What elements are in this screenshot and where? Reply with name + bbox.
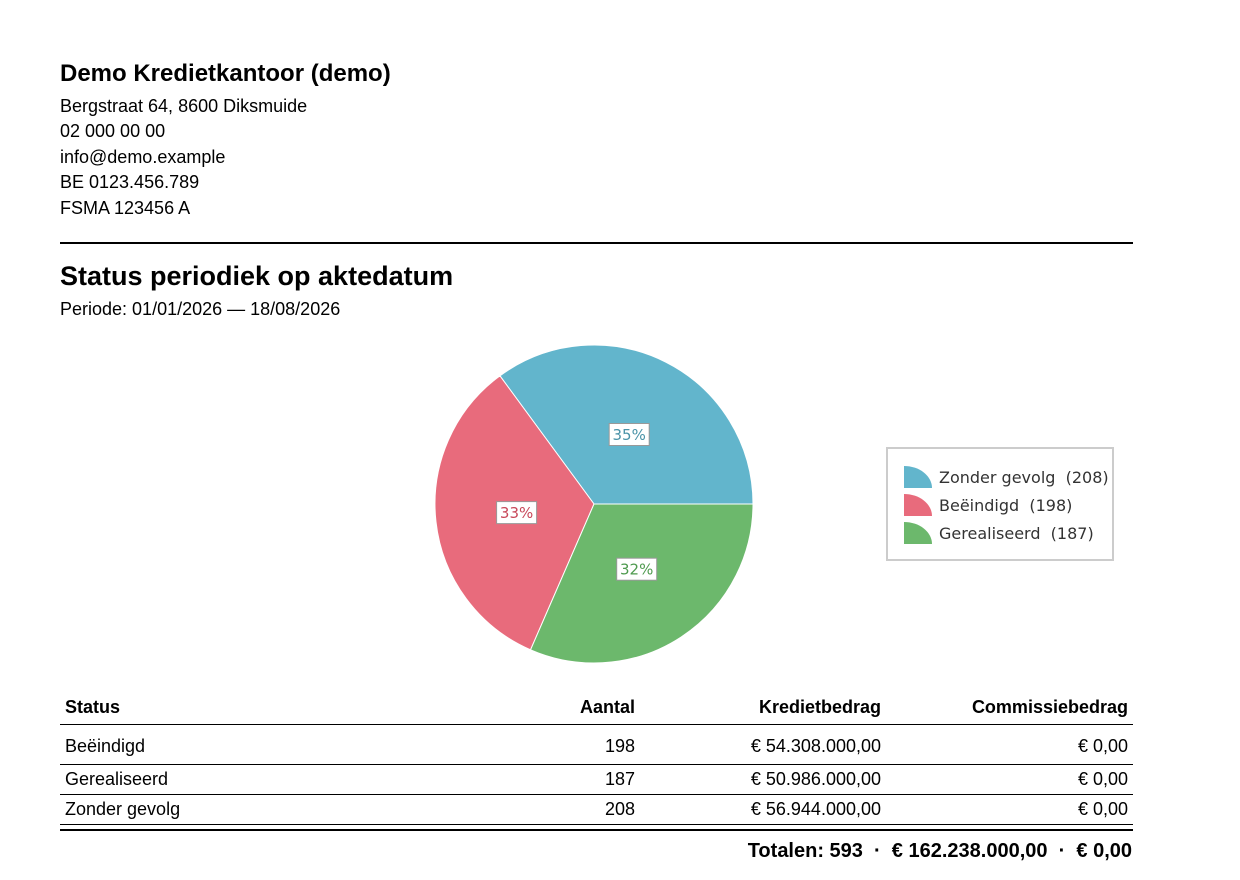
company-address: Bergstraat 64, 8600 Diksmuide (60, 96, 308, 116)
cell-kredietbedrag: € 50.986.000,00 (640, 764, 886, 795)
pie-chart: 35% 33% 32% (434, 344, 754, 664)
pie-slice (529, 503, 754, 664)
table-row: Gerealiseerd 187 € 50.986.000,00 € 0,00 (60, 764, 1133, 795)
legend-item: Gerealiseerd (187) (904, 521, 1094, 545)
cell-kredietbedrag: € 54.308.000,00 (640, 724, 886, 765)
column-header-kredietbedrag: Kredietbedrag (640, 691, 886, 725)
report-period: Periode: 01/01/2026 — 18/08/2026 (60, 299, 341, 319)
slice-percent-label: 35% (608, 423, 650, 446)
company-email: info@demo.example (60, 147, 226, 167)
slice-percent-text: 35% (613, 426, 646, 444)
legend-swatch (904, 494, 932, 516)
report-title: Status periodiek op aktedatum (60, 261, 454, 291)
column-header-status: Status (60, 691, 540, 725)
totals-divider (60, 829, 1133, 831)
header-divider (60, 242, 1133, 244)
cell-kredietbedrag: € 56.944.000,00 (640, 794, 886, 825)
cell-aantal: 198 (540, 724, 640, 765)
cell-status: Beëindigd (60, 724, 540, 765)
cell-commissiebedrag: € 0,00 (886, 764, 1133, 795)
cell-aantal: 187 (540, 764, 640, 795)
cell-commissiebedrag: € 0,00 (886, 724, 1133, 765)
chart-legend: Zonder gevolg (208) Beëindigd (198) Gere… (886, 447, 1114, 561)
company-name: Demo Kredietkantoor (demo) (60, 60, 391, 87)
cell-aantal: 208 (540, 794, 640, 825)
company-vat: BE 0123.456.789 (60, 172, 200, 192)
column-header-aantal: Aantal (540, 691, 640, 725)
legend-item: Zonder gevolg (208) (904, 465, 1109, 489)
column-header-commissiebedrag: Commissiebedrag (886, 691, 1133, 725)
legend-label: Zonder gevolg (208) (939, 467, 1109, 487)
legend-item: Beëindigd (198) (904, 493, 1072, 517)
table-row: Beëindigd 198 € 54.308.000,00 € 0,00 (60, 724, 1133, 765)
company-phone: 02 000 00 00 (60, 121, 166, 141)
legend-swatch (904, 522, 932, 544)
slice-percent-text: 33% (500, 504, 533, 522)
cell-commissiebedrag: € 0,00 (886, 794, 1133, 825)
cell-status: Gerealiseerd (60, 764, 540, 795)
legend-label: Beëindigd (198) (939, 495, 1073, 515)
slice-percent-text: 32% (620, 561, 653, 579)
totals-line: Totalen: 593 · € 162.238.000,00 · € 0,00 (747, 840, 1132, 862)
status-table: Status Aantal Kredietbedrag Commissiebed… (60, 691, 1133, 825)
slice-percent-label: 33% (496, 501, 538, 525)
company-fsma: FSMA 123456 A (60, 198, 191, 218)
table-header-row: Status Aantal Kredietbedrag Commissiebed… (60, 691, 1133, 725)
legend-swatch (904, 466, 932, 488)
cell-status: Zonder gevolg (60, 794, 540, 825)
table-row: Zonder gevolg 208 € 56.944.000,00 € 0,00 (60, 794, 1133, 825)
legend-label: Gerealiseerd (187) (939, 523, 1094, 543)
slice-percent-label: 32% (616, 557, 658, 581)
